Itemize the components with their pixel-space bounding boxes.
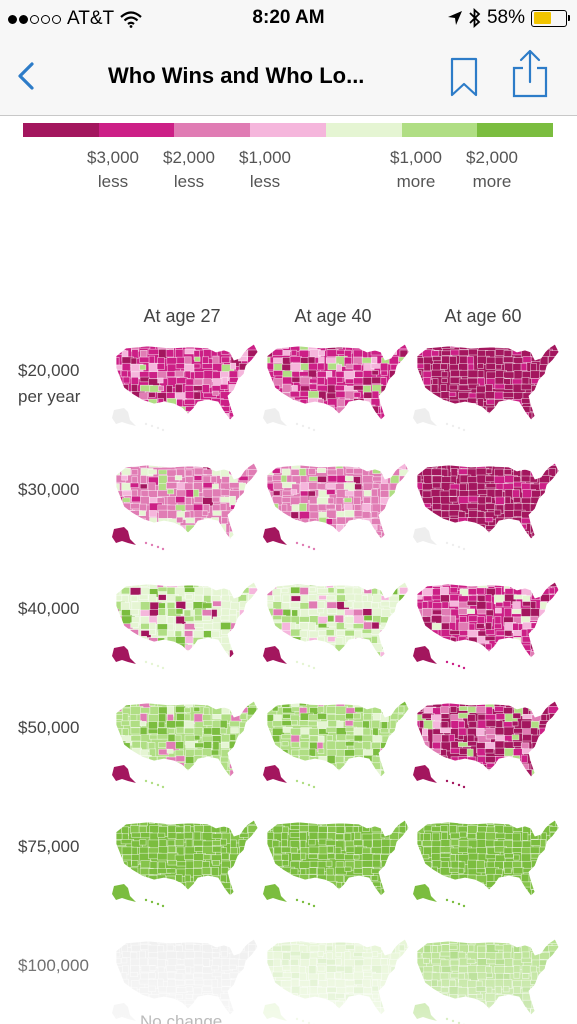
- column-header-age-40: At age 40: [294, 306, 372, 326]
- row-label-amount: $20,000: [18, 361, 80, 380]
- column-header-age-60: At age 60: [444, 306, 522, 326]
- signal-strength-icon: [8, 14, 61, 24]
- legend-label: $1,000 more: [376, 146, 456, 194]
- battery-percent: 58%: [486, 7, 525, 28]
- us-map-age-60[interactable]: [409, 576, 560, 670]
- row-label-amount: $50,000: [18, 718, 80, 737]
- us-map-age-40[interactable]: [259, 814, 410, 908]
- bookmark-button[interactable]: [449, 56, 479, 98]
- us-map-age-60[interactable]: [409, 457, 560, 551]
- bluetooth-icon: [469, 8, 481, 28]
- legend-label-amount: $3,000: [87, 148, 139, 167]
- legend-label-direction: more: [472, 172, 512, 191]
- battery-level: [533, 12, 552, 24]
- legend-label-amount: $1,000: [390, 148, 442, 167]
- battery-icon: [531, 9, 570, 27]
- row-label-income: $50,000: [18, 715, 79, 741]
- color-legend: [23, 123, 554, 137]
- legend-label: $3,000 less: [73, 146, 153, 194]
- clock: 8:20 AM: [252, 7, 325, 28]
- us-map-age-27[interactable]: [108, 695, 259, 789]
- legend-swatch: [174, 123, 251, 137]
- legend-swatch: [250, 123, 326, 137]
- carrier-name: AT&T: [67, 8, 115, 29]
- legend-label-direction: less: [173, 172, 205, 191]
- footer-note: No change: [140, 1012, 223, 1024]
- us-map-age-40[interactable]: [259, 457, 410, 551]
- back-button[interactable]: [12, 56, 44, 96]
- chevron-left-icon: [18, 62, 34, 90]
- legend-label-amount: $2,000: [163, 148, 215, 167]
- scroll-fade: [0, 920, 577, 1024]
- us-map-age-27[interactable]: [108, 457, 259, 551]
- navigation-bar: Who Wins and Who Lo...: [0, 38, 577, 116]
- legend-swatch: [401, 123, 478, 137]
- us-map-age-27[interactable]: [108, 814, 259, 908]
- row-label-income: $75,000: [18, 834, 79, 860]
- us-map-age-40[interactable]: [259, 576, 410, 670]
- status-icons: 58%: [447, 7, 570, 29]
- legend-label: $1,000 less: [225, 146, 305, 194]
- legend-swatch: [477, 123, 554, 137]
- us-map-age-60[interactable]: [409, 814, 560, 908]
- row-label-amount: $30,000: [18, 480, 80, 499]
- column-header-age-27: At age 27: [143, 306, 221, 326]
- legend-label-direction: less: [97, 172, 129, 191]
- us-map-age-60[interactable]: [409, 695, 560, 789]
- us-map-age-27[interactable]: [108, 576, 259, 670]
- legend-label-amount: $2,000: [466, 148, 518, 167]
- us-map-age-60[interactable]: [409, 338, 560, 432]
- row-label-amount: $40,000: [18, 599, 80, 618]
- row-label-unit: per year: [18, 387, 81, 406]
- article-title: Who Wins and Who Lo...: [108, 63, 365, 88]
- legend-label-direction: less: [249, 172, 281, 191]
- row-label-income: $30,000: [18, 477, 79, 503]
- row-label-income: $40,000: [18, 596, 79, 622]
- us-map-age-40[interactable]: [259, 695, 410, 789]
- row-label-income: $20,000 per year: [18, 358, 80, 410]
- row-label-amount: $75,000: [18, 837, 80, 856]
- status-bar: AT&T 8:20 AM 58%: [0, 0, 577, 38]
- share-button[interactable]: [510, 48, 550, 100]
- legend-label: $2,000 more: [452, 146, 532, 194]
- legend-swatch: [23, 123, 99, 137]
- legend-swatch: [325, 123, 402, 137]
- legend-label-direction: more: [396, 172, 436, 191]
- share-icon: [512, 49, 548, 98]
- wifi-icon: [120, 10, 142, 28]
- legend-swatch: [98, 123, 175, 137]
- carrier-info: AT&T: [8, 8, 142, 30]
- us-map-age-40[interactable]: [259, 338, 410, 432]
- legend-label-amount: $1,000: [239, 148, 291, 167]
- legend-label: $2,000 less: [149, 146, 229, 194]
- us-map-age-27[interactable]: [108, 338, 259, 432]
- bookmark-icon: [450, 57, 478, 97]
- location-arrow-icon: [447, 11, 462, 25]
